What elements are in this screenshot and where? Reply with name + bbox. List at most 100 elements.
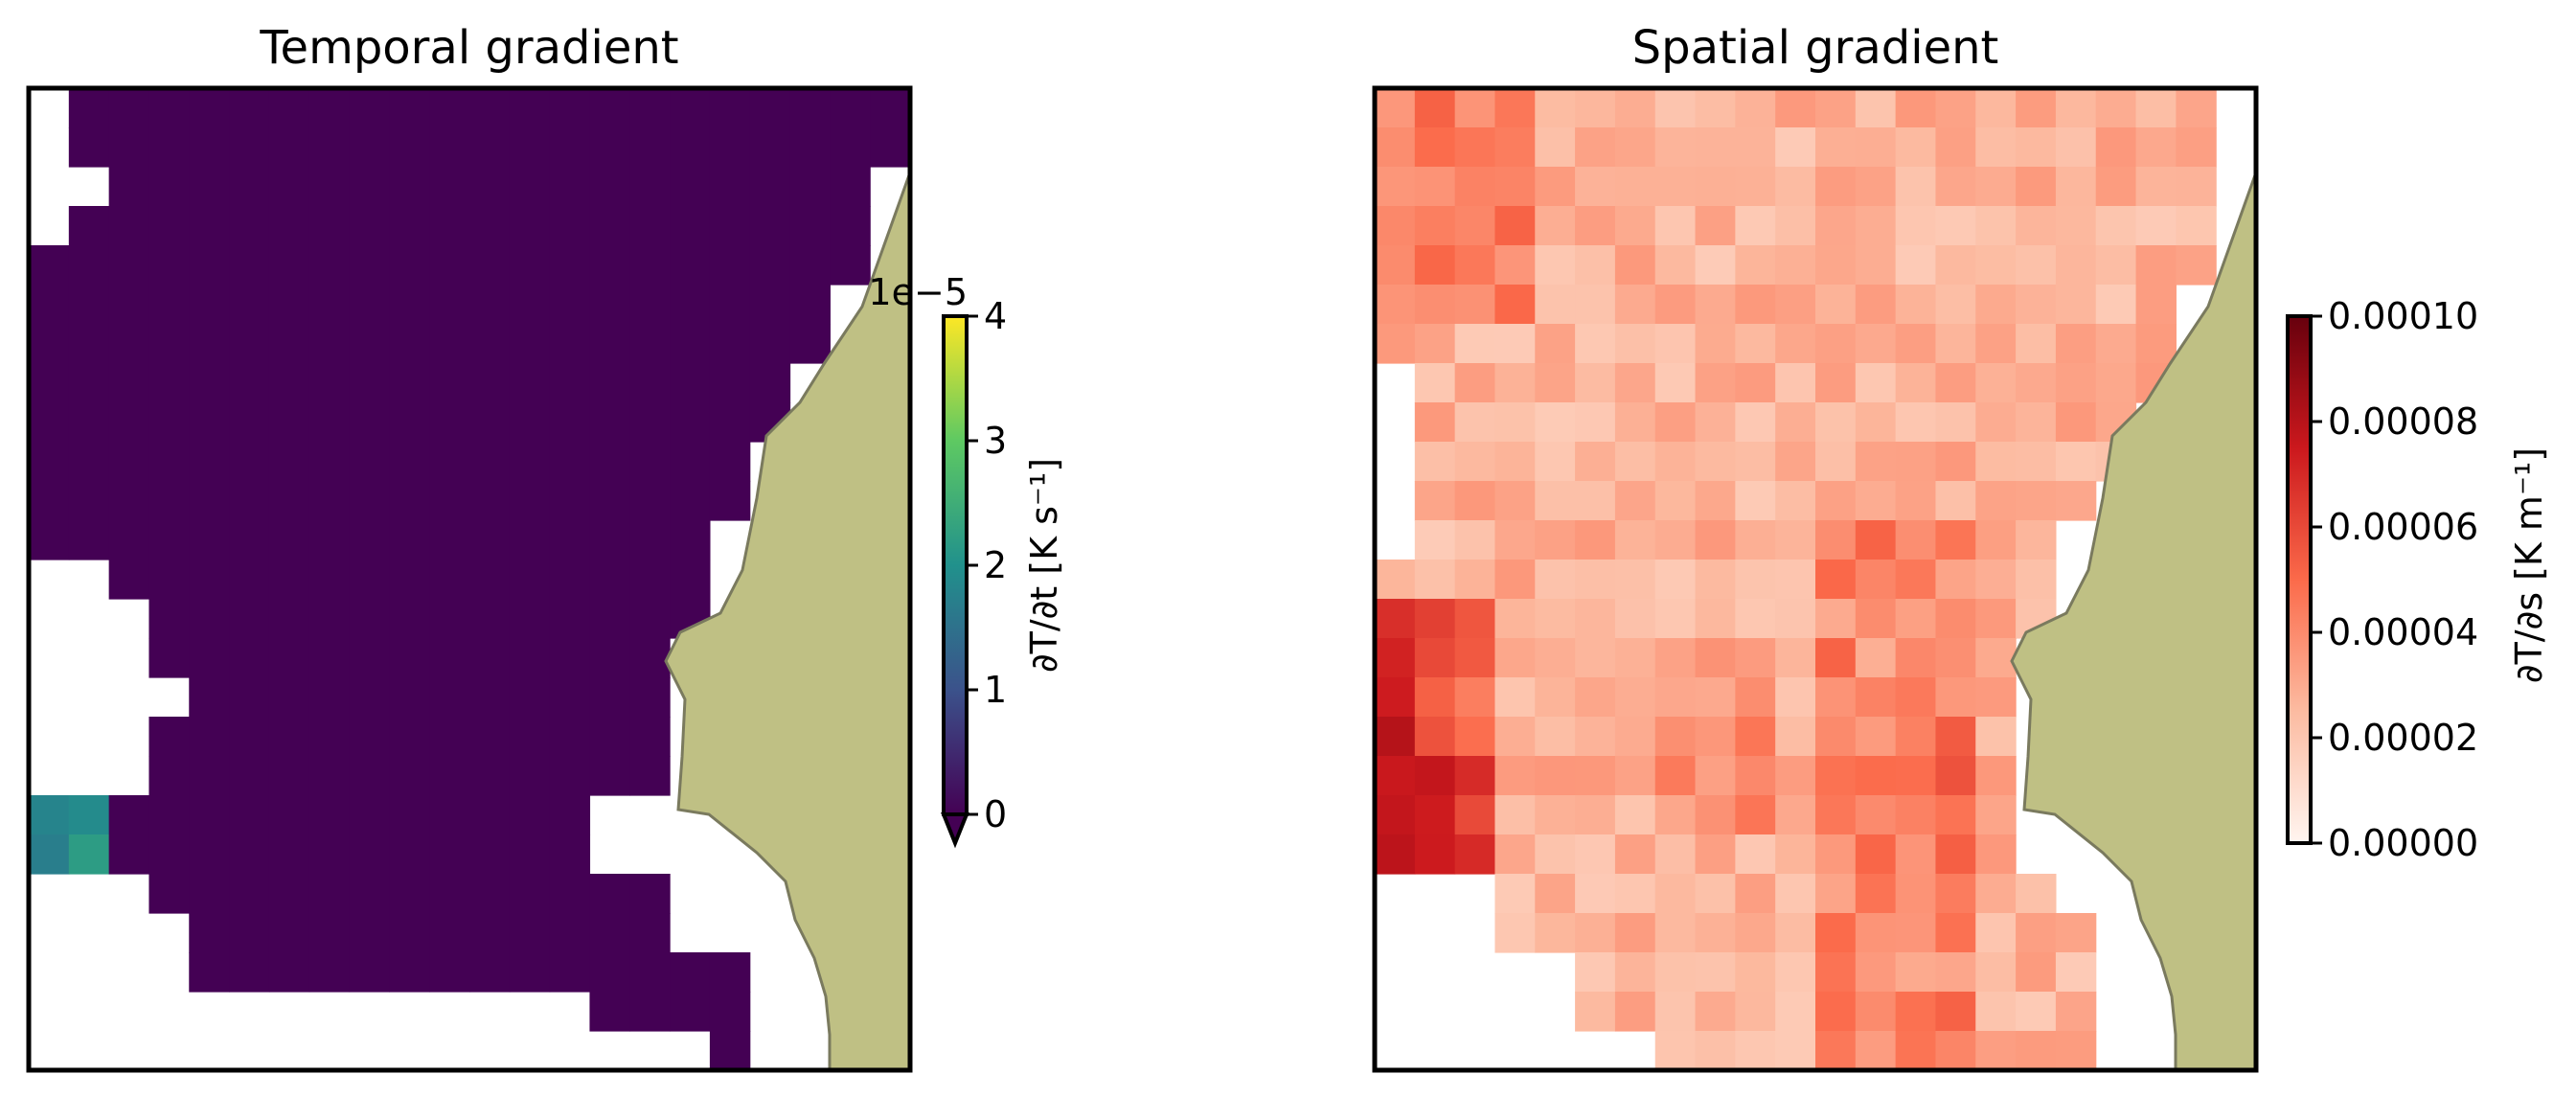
spatial-cell bbox=[1855, 442, 1897, 482]
spatial-cell bbox=[1535, 481, 1576, 521]
temporal-cell bbox=[29, 442, 70, 482]
spatial-cell bbox=[1695, 638, 1736, 678]
spatial-cell bbox=[2055, 285, 2097, 325]
temporal-cell bbox=[830, 167, 871, 207]
temporal-cell bbox=[749, 167, 791, 207]
temporal-cell bbox=[389, 874, 430, 914]
temporal-cell bbox=[629, 599, 671, 639]
spatial-cell bbox=[1575, 874, 1616, 914]
spatial-cell bbox=[1895, 560, 1937, 600]
temporal-cell bbox=[549, 677, 591, 718]
temporal-cell bbox=[349, 520, 390, 560]
temporal-cell bbox=[429, 442, 470, 482]
temporal-cell bbox=[308, 599, 351, 639]
spatial-cell bbox=[1775, 481, 1816, 521]
temporal-cell bbox=[670, 442, 711, 482]
spatial-cell bbox=[1895, 363, 1937, 403]
spatial-cell bbox=[1494, 638, 1536, 678]
spatial-cell bbox=[1775, 874, 1816, 914]
spatial-cell bbox=[1614, 324, 1656, 364]
spatial-cell bbox=[1575, 560, 1616, 600]
temporal-cell bbox=[589, 363, 630, 403]
spatial-cell bbox=[1375, 88, 1416, 128]
temporal-cell bbox=[509, 756, 551, 796]
spatial-cell bbox=[1654, 717, 1697, 757]
colorbar-spatial-tick-label: 0.00000 bbox=[2328, 822, 2478, 864]
spatial-cell bbox=[1614, 442, 1656, 482]
temporal-cell bbox=[229, 285, 270, 325]
spatial-cell bbox=[1614, 795, 1656, 835]
temporal-cell bbox=[670, 520, 711, 560]
temporal-cell bbox=[509, 913, 551, 953]
temporal-cell bbox=[589, 88, 630, 128]
colorbar-spatial-tick-label: 0.00006 bbox=[2328, 506, 2478, 548]
spatial-cell bbox=[1454, 206, 1496, 246]
spatial-cell bbox=[1375, 167, 1416, 207]
temporal-cell bbox=[549, 717, 591, 757]
spatial-cell bbox=[1454, 285, 1496, 325]
spatial-cell bbox=[2055, 245, 2097, 286]
temporal-cell bbox=[389, 756, 430, 796]
spatial-cell bbox=[1935, 324, 1976, 364]
temporal-cell bbox=[469, 127, 511, 168]
temporal-cell bbox=[148, 717, 190, 757]
colorbar-spatial-tick-label: 0.00002 bbox=[2328, 717, 2478, 759]
spatial-cell bbox=[1535, 88, 1576, 128]
temporal-cell bbox=[229, 913, 270, 953]
temporal-cell bbox=[229, 638, 270, 678]
temporal-cell bbox=[589, 599, 630, 639]
temporal-cell bbox=[108, 324, 150, 364]
spatial-cell bbox=[1975, 795, 2017, 835]
temporal-cell bbox=[469, 363, 511, 403]
spatial-cell bbox=[1575, 88, 1616, 128]
axes-frame-temporal bbox=[26, 85, 913, 1073]
temporal-cell bbox=[670, 167, 711, 207]
spatial-cell bbox=[1654, 874, 1697, 914]
spatial-cell bbox=[1975, 324, 2017, 364]
spatial-cell bbox=[1614, 206, 1656, 246]
temporal-cell bbox=[148, 795, 190, 835]
temporal-cell bbox=[749, 127, 791, 168]
spatial-cell bbox=[1414, 206, 1456, 246]
spatial-cell bbox=[1935, 127, 1976, 168]
temporal-cell bbox=[509, 481, 551, 521]
temporal-cell bbox=[549, 638, 591, 678]
spatial-cell bbox=[1735, 834, 1776, 875]
spatial-cell bbox=[1614, 88, 1656, 128]
temporal-cell bbox=[789, 206, 831, 246]
spatial-cell bbox=[1815, 874, 1857, 914]
temporal-cell bbox=[108, 560, 150, 600]
temporal-cell bbox=[709, 992, 751, 1032]
temporal-cell bbox=[108, 88, 150, 128]
temporal-cell bbox=[308, 795, 351, 835]
temporal-cell bbox=[189, 245, 230, 286]
spatial-cell bbox=[2016, 874, 2057, 914]
spatial-cell bbox=[1895, 638, 1937, 678]
spatial-cell bbox=[1855, 363, 1897, 403]
temporal-cell bbox=[469, 402, 511, 443]
temporal-cell bbox=[189, 638, 230, 678]
temporal-cell bbox=[709, 442, 751, 482]
temporal-cell bbox=[229, 560, 270, 600]
spatial-cell bbox=[1855, 285, 1897, 325]
spatial-cell bbox=[1935, 913, 1976, 953]
colorbar-temporal-tick-label: 2 bbox=[984, 544, 1007, 586]
spatial-cell bbox=[1695, 88, 1736, 128]
spatial-cell bbox=[2176, 127, 2217, 168]
temporal-cell bbox=[830, 206, 871, 246]
temporal-cell bbox=[189, 127, 230, 168]
colorbar-spatial: 0.00000 0.00002 0.00004 0.00006 0.00008 0.000… bbox=[2286, 295, 2550, 864]
colorbar-temporal-offset: 1e−5 bbox=[868, 271, 968, 313]
spatial-cell bbox=[2176, 206, 2217, 246]
spatial-cell bbox=[2055, 167, 2097, 207]
spatial-cell bbox=[1735, 795, 1776, 835]
temporal-cell bbox=[308, 206, 351, 246]
temporal-cell bbox=[349, 442, 390, 482]
temporal-cell bbox=[68, 324, 110, 364]
spatial-cell bbox=[1855, 638, 1897, 678]
spatial-cell bbox=[1855, 481, 1897, 521]
spatial-cell bbox=[2095, 324, 2137, 364]
spatial-cell bbox=[1895, 677, 1937, 718]
spatial-cell bbox=[1775, 913, 1816, 953]
temporal-cell bbox=[268, 520, 310, 560]
